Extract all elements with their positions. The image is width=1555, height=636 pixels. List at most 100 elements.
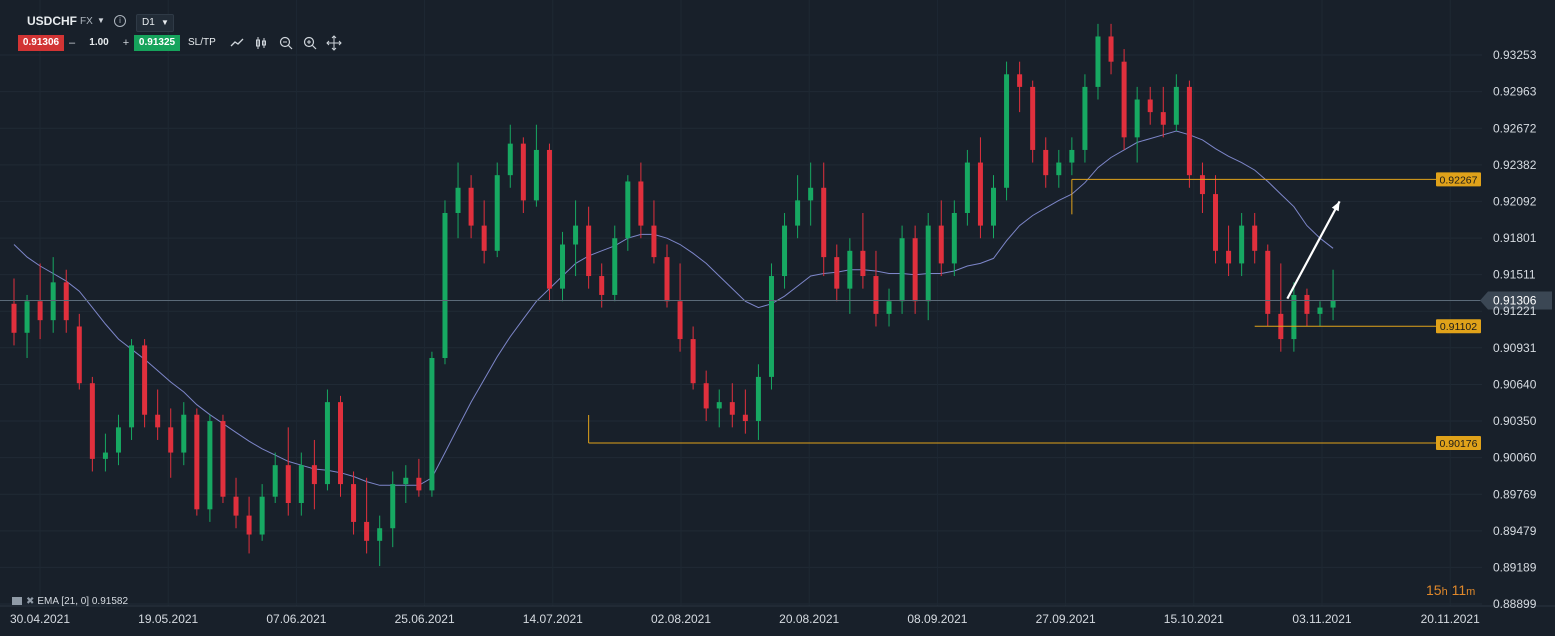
candle <box>1108 23 1114 75</box>
line-chart-icon[interactable] <box>229 35 245 51</box>
symbol-name[interactable]: USDCHF <box>27 14 77 28</box>
candle-body <box>795 200 801 226</box>
candle-body <box>468 187 474 226</box>
ema-label: EMA [21, 0] 0.91582 <box>37 596 129 607</box>
candle-body <box>102 452 108 459</box>
candle-body <box>1108 36 1114 62</box>
candle-body <box>507 143 513 176</box>
candle-body <box>155 414 161 428</box>
candle <box>142 339 148 428</box>
y-tick-label: 0.88899 <box>1493 597 1537 611</box>
candle <box>403 465 409 504</box>
candle <box>977 137 983 239</box>
zoom-in-icon[interactable] <box>302 35 318 51</box>
candle-body <box>847 250 853 289</box>
buy-button[interactable]: 0.91325 <box>134 35 180 51</box>
decrease-qty-button[interactable]: – <box>68 37 76 49</box>
candle-body <box>886 301 892 314</box>
y-tick-label: 0.92092 <box>1493 194 1537 208</box>
candle-body <box>742 414 748 422</box>
candle-body <box>168 427 174 453</box>
candle <box>494 162 500 258</box>
candle <box>951 200 957 277</box>
candle-body <box>181 414 187 453</box>
candle <box>755 364 761 440</box>
candle-body <box>612 238 618 295</box>
candle-body <box>716 402 722 409</box>
candle <box>612 225 618 302</box>
x-tick-label: 27.09.2021 <box>1036 612 1096 626</box>
timeframe-select[interactable]: D1 ▼ <box>136 14 174 32</box>
x-tick-label: 20.11.2021 <box>1421 612 1480 626</box>
candle-body <box>494 175 500 251</box>
candle-body <box>834 257 840 289</box>
candle <box>24 294 30 358</box>
y-tick-label: 0.89189 <box>1493 560 1537 574</box>
candle <box>886 288 892 327</box>
zoom-out-icon[interactable] <box>278 35 294 51</box>
info-icon[interactable]: i <box>114 15 126 27</box>
close-icon[interactable]: ✖ <box>26 596 35 607</box>
candle-body <box>821 187 827 258</box>
candle <box>181 402 187 466</box>
level-label-box <box>1436 435 1481 450</box>
candle-body <box>63 282 69 321</box>
candle <box>1030 80 1036 163</box>
candle <box>259 484 265 541</box>
candles-icon[interactable] <box>254 35 270 51</box>
candle <box>468 175 474 239</box>
candle <box>768 263 774 390</box>
candle <box>364 477 370 554</box>
candle-body <box>599 276 605 295</box>
y-tick-label: 0.89479 <box>1493 524 1537 538</box>
candle <box>76 313 82 390</box>
candle-body <box>625 181 631 239</box>
y-tick-label: 0.93253 <box>1493 48 1537 62</box>
candle <box>782 212 788 289</box>
y-tick-label: 0.91511 <box>1493 268 1536 282</box>
candle-body <box>1199 175 1205 195</box>
candle-body <box>246 515 252 535</box>
candle-body <box>638 181 644 226</box>
chevron-down-icon[interactable]: ▼ <box>97 16 105 25</box>
y-tick-label: 0.92382 <box>1493 158 1537 172</box>
candle <box>716 389 722 428</box>
candle <box>625 175 631 251</box>
candle-body <box>573 225 579 245</box>
candle <box>442 200 448 365</box>
current-price-label: 0.91306 <box>1493 293 1537 307</box>
candle-body <box>964 162 970 213</box>
candle <box>964 149 970 226</box>
candle-body <box>586 225 592 277</box>
sltp-button[interactable]: SL/TP <box>188 37 216 48</box>
quantity-input[interactable]: 1.00 <box>89 37 109 48</box>
candle <box>1095 23 1101 100</box>
candle-body <box>390 484 396 529</box>
candle-body <box>1017 74 1023 87</box>
candle <box>1160 86 1166 138</box>
candle <box>1056 149 1062 188</box>
timer-hours-unit: h <box>1441 586 1448 598</box>
candle-body <box>24 301 30 333</box>
candle <box>481 200 487 264</box>
candle <box>233 477 239 529</box>
y-tick-label: 0.90640 <box>1493 377 1537 391</box>
settings-icon[interactable] <box>12 597 22 606</box>
move-icon[interactable] <box>326 35 342 51</box>
candle <box>311 439 317 510</box>
sell-button[interactable]: 0.91306 <box>18 35 64 51</box>
candle-body <box>1056 162 1062 176</box>
candle-body <box>207 421 213 510</box>
candle-body <box>1239 225 1245 264</box>
candle-timer: 15h 11m <box>1426 582 1475 598</box>
candle <box>873 250 879 327</box>
candle <box>390 471 396 548</box>
candle <box>194 408 200 516</box>
candle <box>1043 137 1049 188</box>
x-tick-label: 08.09.2021 <box>907 612 967 626</box>
candle-body <box>951 212 957 264</box>
candle-body <box>1134 99 1140 138</box>
increase-qty-button[interactable]: + <box>122 37 130 49</box>
candle-body <box>1095 36 1101 87</box>
